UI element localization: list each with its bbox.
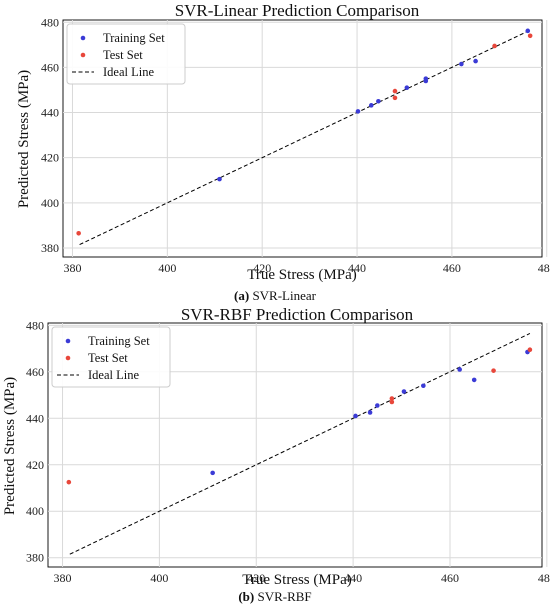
legend-label: Ideal Line xyxy=(103,65,154,79)
legend-label: Ideal Line xyxy=(88,368,139,382)
y-tick-label: 400 xyxy=(41,196,59,210)
legend-box xyxy=(51,326,171,388)
y-tick-label: 380 xyxy=(41,241,59,255)
training-point xyxy=(210,470,215,476)
legend-box xyxy=(66,23,186,85)
test-point xyxy=(66,479,72,485)
x-axis-label: True Stress (MPa) xyxy=(247,267,356,283)
caption-letter: (b) xyxy=(238,589,254,604)
x-tick-label: 460 xyxy=(443,261,461,275)
x-tick-label: 480 xyxy=(538,261,550,275)
training-point xyxy=(423,76,429,81)
panel-svr-linear: SVR-Linear Prediction Comparison 380 400 4… xyxy=(16,1,550,303)
y-tick-label: 440 xyxy=(26,411,44,425)
gridlines xyxy=(48,323,548,567)
test-point xyxy=(389,399,395,405)
x-axis-label: True Stress (MPa) xyxy=(242,572,351,588)
tick-labels: 380 400 420 440 460 480 380 400 420 440 460 480 xyxy=(41,15,550,275)
test-point xyxy=(389,396,395,401)
x-tick-label: 400 xyxy=(158,261,176,275)
plot-frame xyxy=(62,19,543,258)
y-tick-label: 480 xyxy=(26,318,44,332)
training-point xyxy=(353,413,358,419)
test-point xyxy=(527,33,533,39)
training-point xyxy=(457,367,462,372)
training-point xyxy=(471,377,477,383)
ideal-line-layer xyxy=(79,29,531,246)
x-tick-label: 380 xyxy=(63,261,81,275)
y-tick-label: 440 xyxy=(41,106,59,120)
points-layer xyxy=(76,28,533,236)
ideal-line-layer xyxy=(69,333,531,555)
training-point xyxy=(376,98,381,104)
training-point xyxy=(459,61,464,67)
y-axis-label: Predicted Stress (MPa) xyxy=(16,70,32,208)
legend-training-marker xyxy=(65,338,71,344)
caption-letter: (a) xyxy=(234,288,249,303)
panel-caption: (b) SVR-RBF xyxy=(238,589,311,604)
training-point xyxy=(525,28,531,34)
training-point xyxy=(375,403,380,408)
x-tick-label: 420 xyxy=(247,571,265,585)
x-tick-label: 420 xyxy=(253,261,271,275)
legend: Training Set Test Set Ideal Line xyxy=(51,326,171,388)
ideal-line xyxy=(69,333,531,555)
caption-text: SVR-Linear xyxy=(249,288,316,303)
legend-label: Test Set xyxy=(103,48,143,62)
training-point xyxy=(404,85,410,91)
y-tick-label: 420 xyxy=(41,151,59,165)
chart-title: SVR-RBF Prediction Comparison xyxy=(181,305,414,324)
y-tick-label: 420 xyxy=(26,458,44,472)
x-tick-label: 380 xyxy=(54,571,72,585)
test-point xyxy=(76,231,81,236)
x-tick-label: 400 xyxy=(150,571,168,585)
plot-frame xyxy=(47,322,543,568)
legend-test-marker xyxy=(80,52,86,58)
test-point xyxy=(492,43,497,49)
x-tick-label: 440 xyxy=(344,571,362,585)
legend-label: Training Set xyxy=(88,334,150,348)
y-axis-label: Predicted Stress (MPa) xyxy=(2,377,18,515)
test-point xyxy=(392,88,398,94)
chart-title: SVR-Linear Prediction Comparison xyxy=(175,1,420,20)
ideal-line xyxy=(79,29,531,246)
x-tick-label: 440 xyxy=(348,261,366,275)
y-tick-label: 460 xyxy=(26,365,44,379)
points-layer xyxy=(66,347,533,485)
training-point xyxy=(401,389,407,394)
x-tick-label: 480 xyxy=(538,571,550,585)
y-tick-label: 460 xyxy=(41,60,59,74)
gridlines xyxy=(63,20,548,257)
y-tick-label: 480 xyxy=(41,15,59,29)
training-point xyxy=(421,383,426,389)
y-tick-label: 380 xyxy=(26,551,44,565)
x-tick-label: 460 xyxy=(441,571,459,585)
test-point xyxy=(491,368,496,373)
legend: Training Set Test Set Ideal Line xyxy=(66,23,186,85)
legend-test-marker xyxy=(65,355,71,361)
test-point xyxy=(392,95,398,101)
training-point xyxy=(367,410,373,415)
legend-label: Test Set xyxy=(88,351,128,365)
training-point xyxy=(368,103,374,108)
panel-svr-rbf: SVR-RBF Prediction Comparison 380 400 420 4… xyxy=(2,305,550,604)
tick-labels: 380 400 420 440 460 480 380 400 420 440 460 480 xyxy=(26,318,550,585)
test-point xyxy=(527,347,533,353)
y-tick-label: 400 xyxy=(26,504,44,518)
panel-caption: (a) SVR-Linear xyxy=(234,288,317,303)
caption-text: SVR-RBF xyxy=(254,589,311,604)
training-point xyxy=(355,109,361,114)
training-point xyxy=(473,58,478,64)
legend-training-marker xyxy=(80,35,86,41)
legend-label: Training Set xyxy=(103,31,165,45)
training-point xyxy=(217,176,222,182)
